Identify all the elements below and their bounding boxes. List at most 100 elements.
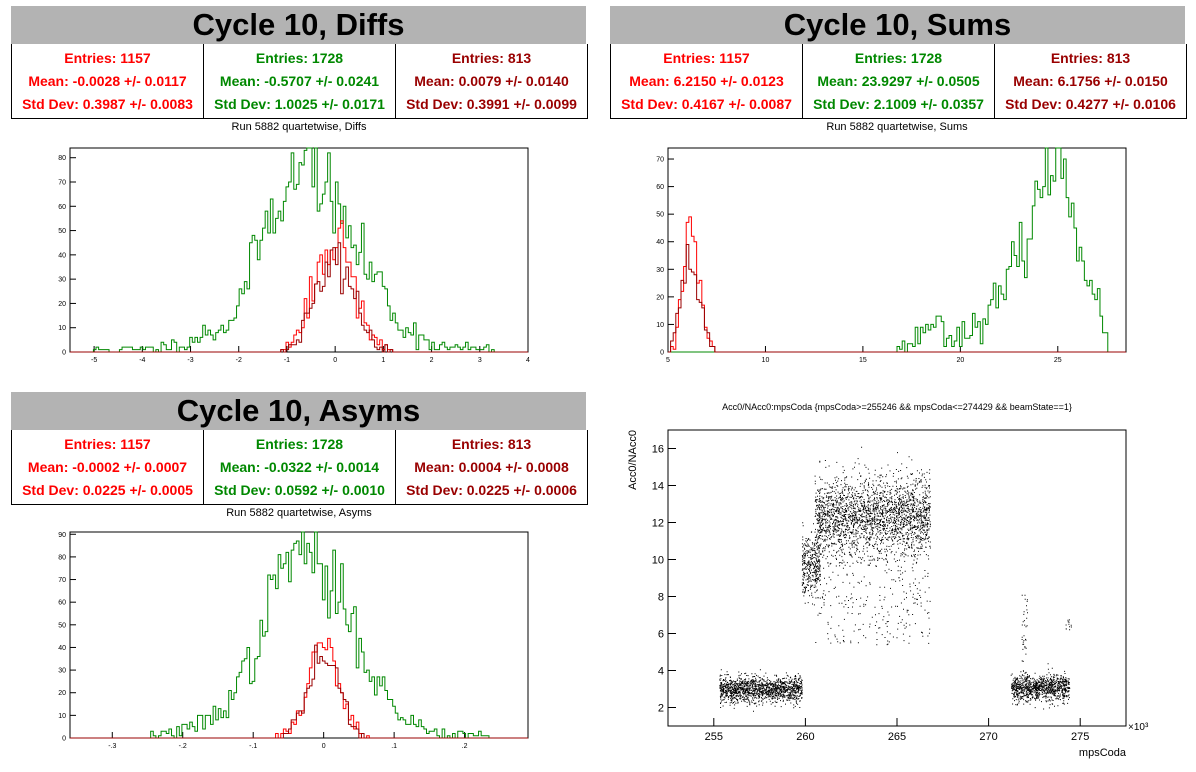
scatter-points [719,446,1072,712]
hist-series-1 [70,637,528,739]
x-tick-label: -5 [91,357,97,364]
scatter-cluster-2 [814,446,931,646]
diffs-stats-green: Entries: 1728 Mean: -0.5707 +/- 0.0241 S… [204,44,396,118]
stat-mean: Mean: -0.5707 +/- 0.0241 [219,72,380,89]
hist-series-0 [668,147,1126,353]
y-tick-label: 8 [658,592,664,604]
sums-stats-green: Entries: 1728 Mean: 23.9297 +/- 0.0505 S… [803,44,995,118]
stat-entries: Entries: 1728 [255,435,344,452]
asyms-stats-red: Entries: 1157 Mean: -0.0002 +/- 0.0007 S… [12,430,204,504]
scatter-marks [1010,663,1071,710]
stat-std: Std Dev: 0.4277 +/- 0.0106 [1005,96,1176,113]
x-tick-label: 260 [796,731,814,743]
stat-std: Std Dev: 0.3987 +/- 0.0083 [22,96,193,113]
asyms-stats-green: Entries: 1728 Mean: -0.0322 +/- 0.0014 S… [204,430,396,504]
stat-mean: Mean: -0.0002 +/- 0.0007 [27,458,188,475]
x-tick-label: 15 [859,357,867,364]
y-tick-label: 2 [658,703,664,715]
y-tick-label: 80 [58,155,66,162]
x-tick-label: 1 [381,357,385,364]
sums-stats-darkred: Entries: 813 Mean: 6.1756 +/- 0.0150 Std… [995,44,1186,118]
y-tick-label: 60 [656,184,664,191]
hist-series-2 [70,644,528,739]
stat-std: Std Dev: 0.0592 +/- 0.0010 [214,482,385,499]
y-axis-label: Acc0/NAcc0 [627,430,639,490]
x-tick-label: .2 [462,743,468,750]
hist-series-2 [668,243,1126,353]
hist-series-1 [668,216,1126,353]
y-tick-label: 30 [58,668,66,675]
scatter-cluster-3 [1010,663,1071,710]
diffs-stats-red: Entries: 1157 Mean: -0.0028 +/- 0.0117 S… [12,44,204,118]
scatter-marks [814,446,931,646]
y-tick-label: 0 [660,350,664,357]
y-tick-label: 60 [58,204,66,211]
y-tick-label: 70 [656,157,664,164]
hist-series-0 [70,531,528,739]
scatter-marks [801,522,821,606]
scatter-panel: Acc0/NAcc0:mpsCoda {mpsCoda>=255246 && m… [598,386,1196,772]
x-multiplier: ×10³ [1128,722,1149,733]
sums-title: Cycle 10, Sums [610,6,1185,45]
y-tick-label: 60 [58,600,66,607]
y-tick-label: 40 [58,252,66,259]
y-tick-label: 30 [656,267,664,274]
scatter-title: Acc0/NAcc0:mpsCoda {mpsCoda>=255246 && m… [722,402,1072,412]
scatter-marks [719,669,803,712]
stat-std: Std Dev: 1.0025 +/- 0.0171 [214,96,385,113]
y-tick-label: 14 [652,481,664,493]
x-tick-label: -1 [284,357,290,364]
y-tick-label: 20 [656,294,664,301]
plot-frame [69,531,529,739]
stat-std: Std Dev: 2.1009 +/- 0.0357 [813,96,984,113]
x-tick-label: 265 [888,731,906,743]
x-tick-label: 3 [478,357,482,364]
diffs-stats-darkred: Entries: 813 Mean: 0.0079 +/- 0.0140 Std… [396,44,587,118]
x-tick-label: 5 [666,357,670,364]
y-tick-label: 70 [58,577,66,584]
x-tick-label: 0 [333,357,337,364]
x-tick-label: 2 [430,357,434,364]
sums-subtitle: Run 5882 quartetwise, Sums [826,121,968,133]
asyms-stats-box: Entries: 1157 Mean: -0.0002 +/- 0.0007 S… [11,430,588,505]
x-tick-label: -3 [187,357,193,364]
diffs-subtitle: Run 5882 quartetwise, Diffs [231,121,367,133]
y-tick-label: 0 [62,736,66,743]
y-tick-label: 40 [58,645,66,652]
x-tick-label: .1 [391,743,397,750]
y-tick-label: 10 [656,322,664,329]
y-tick-label: 12 [652,518,664,530]
x-tick-label: 270 [979,731,997,743]
sums-stats-red: Entries: 1157 Mean: 6.2150 +/- 0.0123 St… [611,44,803,118]
stat-mean: Mean: 6.1756 +/- 0.0150 [1013,72,1168,89]
stat-entries: Entries: 1728 [854,49,943,66]
stat-mean: Mean: 23.9297 +/- 0.0505 [817,72,980,89]
y-tick-label: 20 [58,301,66,308]
stat-entries: Entries: 1157 [64,49,151,66]
x-axis-label: mpsCoda [1079,747,1127,759]
y-tick-label: 10 [652,555,664,567]
plot-frame [69,147,529,353]
y-tick-label: 50 [656,212,664,219]
sums-histogram: 5 10 15 20 25 0 10 20 30 40 50 60 70 [656,147,1127,364]
y-tick-label: 10 [58,325,66,332]
x-tick-label: -2 [236,357,242,364]
plot-frame [667,147,1127,353]
x-tick-label: -.2 [179,743,187,750]
stat-std: Std Dev: 0.4167 +/- 0.0087 [621,96,792,113]
x-tick-label: 0 [322,743,326,750]
y-tick-label: 70 [58,180,66,187]
stat-entries: Entries: 1728 [255,49,344,66]
y-tick-label: 90 [58,532,66,539]
stat-entries: Entries: 813 [451,49,532,66]
x-tick-label: 25 [1054,357,1062,364]
scatter-marks-stray [1021,594,1072,680]
stat-std: Std Dev: 0.0225 +/- 0.0006 [406,482,577,499]
stat-entries: Entries: 813 [451,435,532,452]
stat-mean: Mean: -0.0028 +/- 0.0117 [28,72,187,89]
asyms-panel: Cycle 10, Asyms Entries: 1157 Mean: -0.0… [0,386,598,772]
y-tick-label: 4 [658,666,664,678]
y-tick-label: 80 [58,554,66,561]
diffs-stats-box: Entries: 1157 Mean: -0.0028 +/- 0.0117 S… [11,44,588,119]
